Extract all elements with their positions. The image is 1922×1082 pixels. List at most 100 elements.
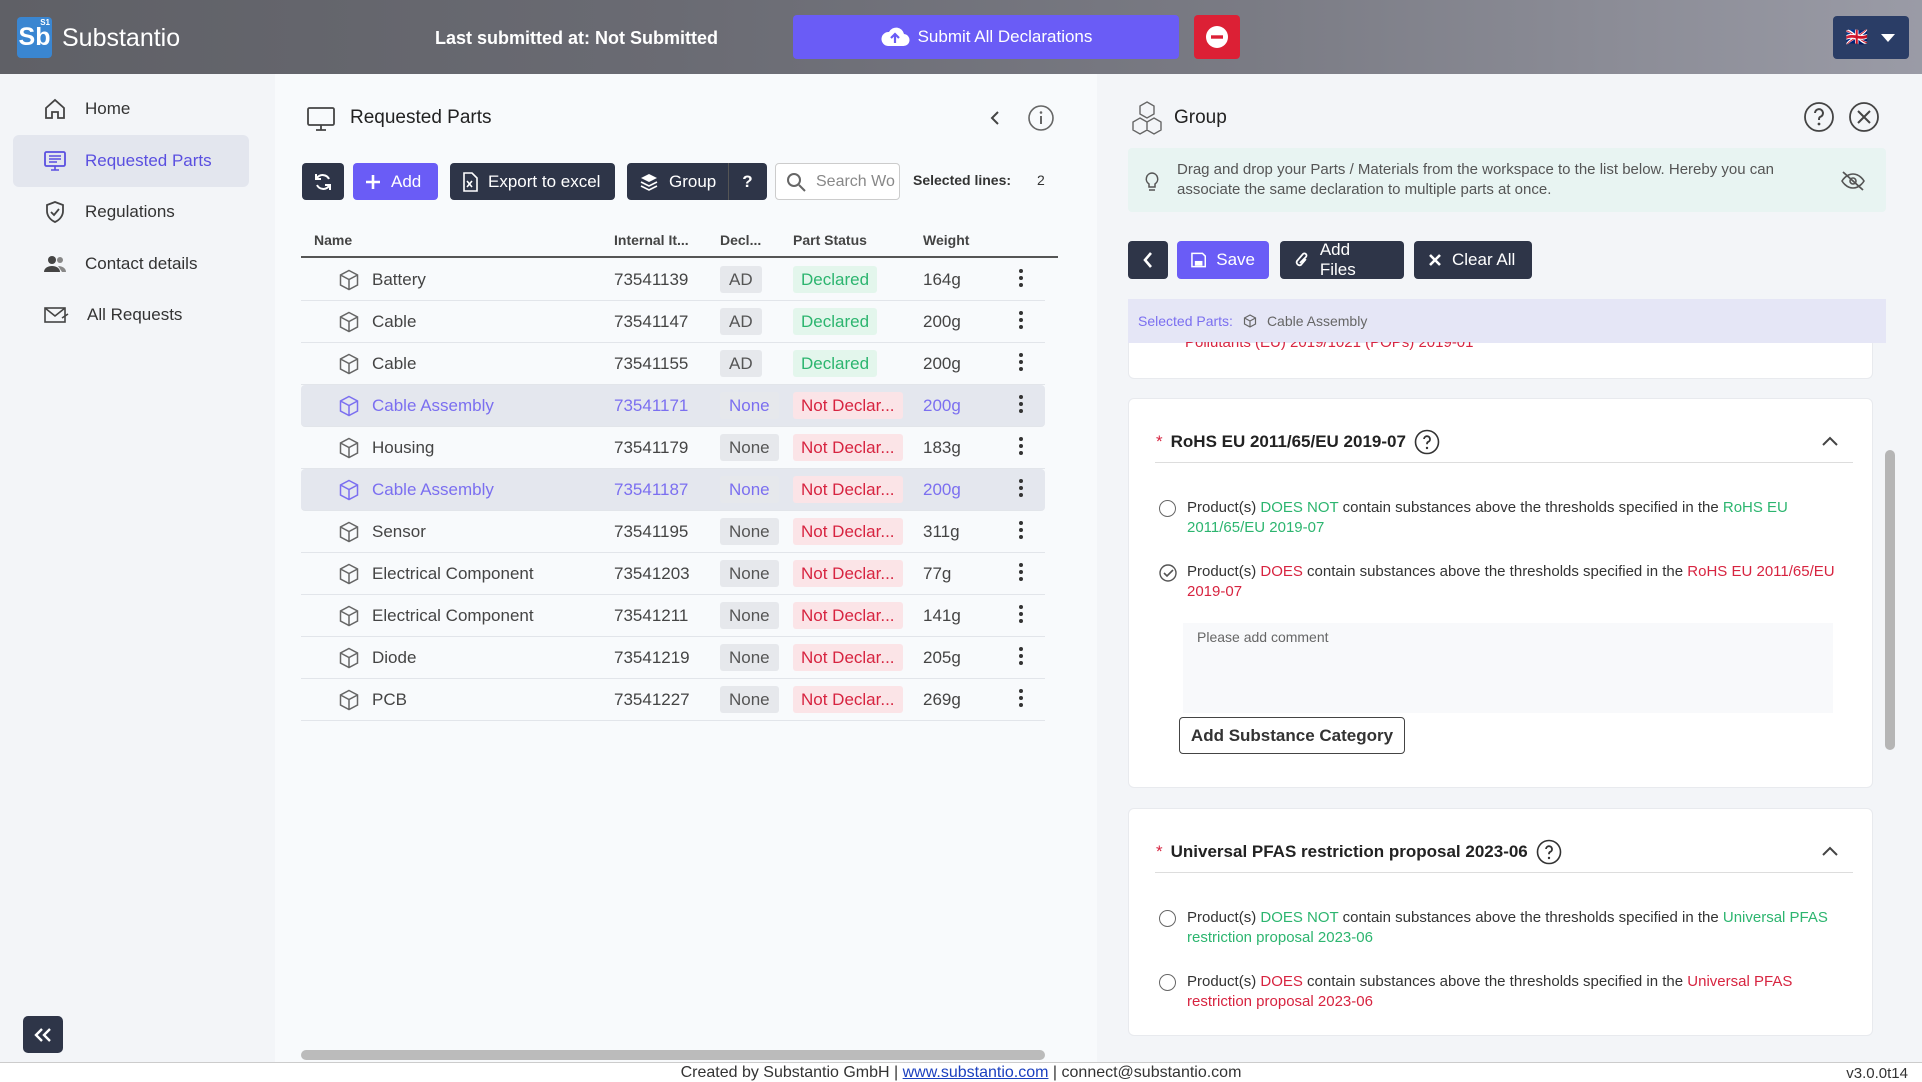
table-row[interactable]: PCB 73541227 None Not Declar... 269g [301,679,1045,721]
refresh-button[interactable] [302,163,344,200]
cube-icon [339,353,359,375]
table-header: Name Internal It... Decl... Part Status … [301,222,1058,258]
part-name[interactable]: Diode [372,648,417,667]
column-header-weight[interactable]: Weight [923,232,970,248]
option-does-not-contain[interactable]: Product(s) DOES NOT contain substances a… [1159,908,1859,948]
declaration-badge: None [720,602,779,629]
declaration-badge: None [720,560,779,587]
horizontal-scrollbar[interactable] [301,1050,1045,1060]
status-badge: Not Declar... [793,644,903,671]
option-does-contain[interactable]: Product(s) DOES contain substances above… [1159,562,1859,602]
clear-all-button[interactable]: Clear All [1414,241,1532,279]
column-header-declaration[interactable]: Decl... [720,232,762,248]
kebab-menu-icon[interactable] [1018,267,1024,289]
group-button[interactable]: Group ? [627,163,767,200]
declaration-badge: None [720,686,779,713]
column-header-internal-item[interactable]: Internal It... [614,232,689,248]
table-row[interactable]: Diode 73541219 None Not Declar... 205g [301,637,1045,679]
info-icon[interactable] [1027,104,1055,132]
substantio-logo[interactable]: Sb S1 [17,17,52,58]
group-title: Group [1174,107,1227,128]
vertical-scrollbar[interactable] [1885,450,1895,750]
table-row[interactable]: Battery 73541139 AD Declared 164g [301,259,1045,301]
save-button[interactable]: Save [1177,241,1269,279]
table-row[interactable]: Electrical Component 73541211 None Not Decl… [301,595,1045,637]
table-row[interactable]: Sensor 73541195 None Not Declar... 311g [301,511,1045,553]
table-row[interactable]: Electrical Component 73541203 None Not Decl… [301,553,1045,595]
part-name[interactable]: PCB [372,690,407,709]
sidebar-item-all-requests[interactable]: All Requests [13,289,249,341]
radio-button[interactable] [1159,910,1176,927]
sidebar-item-home[interactable]: Home [13,83,249,135]
kebab-menu-icon[interactable] [1018,477,1024,499]
help-icon[interactable] [1536,839,1562,865]
chevron-left-icon[interactable] [988,109,1002,127]
help-icon[interactable] [1803,101,1835,133]
collapse-sidebar-button[interactable] [23,1016,63,1053]
cube-icon [339,689,359,711]
option-does-contain[interactable]: Product(s) DOES contain substances above… [1159,972,1859,1012]
column-header-name[interactable]: Name [314,232,353,248]
column-header-part-status[interactable]: Part Status [793,232,867,248]
kebab-menu-icon[interactable] [1018,603,1024,625]
table-row[interactable]: Cable 73541155 AD Declared 200g [301,343,1045,385]
kebab-menu-icon[interactable] [1018,519,1024,541]
add-substance-category-button[interactable]: Add Substance Category [1179,717,1405,754]
close-icon[interactable] [1848,101,1880,133]
search-input[interactable]: Search Wo [775,163,900,200]
chevron-up-icon[interactable] [1821,435,1839,447]
cube-icon [339,395,359,417]
part-name[interactable]: Cable Assembly [372,480,494,499]
part-name[interactable]: Sensor [372,522,426,541]
option-does-not-contain[interactable]: Product(s) DOES NOT contain substances a… [1159,498,1859,538]
part-name[interactable]: Electrical Component [372,606,534,625]
part-name[interactable]: Housing [372,438,435,457]
monitor-list-icon [44,151,66,171]
radio-button[interactable] [1159,500,1176,517]
table-row[interactable]: Cable Assembly 73541171 None Not Declar... 2… [301,385,1045,427]
internal-item-number: 73541219 [614,648,690,667]
submit-all-declarations-button[interactable]: Submit All Declarations [793,15,1179,59]
kebab-menu-icon[interactable] [1018,309,1024,331]
table-row[interactable]: Cable Assembly 73541187 None Not Declar... 2… [301,469,1045,511]
declaration-badge: None [720,518,779,545]
chevron-up-icon[interactable] [1821,845,1839,857]
kebab-menu-icon[interactable] [1018,687,1024,709]
back-button[interactable] [1128,241,1168,279]
part-name[interactable]: Cable [372,312,417,331]
part-name[interactable]: Battery [372,270,426,289]
group-button-main[interactable]: Group [627,163,730,200]
part-name[interactable]: Cable [372,354,417,373]
eye-off-icon[interactable] [1840,170,1866,192]
export-to-excel-button[interactable]: Export to excel [450,163,615,200]
add-files-button[interactable]: Add Files [1280,240,1404,279]
weight-value: 200g [923,354,961,373]
status-badge: Not Declar... [793,434,903,461]
kebab-menu-icon[interactable] [1018,645,1024,667]
language-selector[interactable]: 🇬🇧 [1833,16,1909,59]
comment-textarea[interactable]: Please add comment [1183,623,1833,713]
help-icon[interactable] [1414,429,1440,455]
kebab-menu-icon[interactable] [1018,351,1024,373]
check-circle-icon[interactable] [1159,564,1177,582]
website-link[interactable]: www.substantio.com [902,1064,1049,1081]
status-badge: Not Declar... [793,686,903,713]
part-name[interactable]: Cable Assembly [372,396,494,415]
table-row[interactable]: Housing 73541179 None Not Declar... 183g [301,427,1045,469]
weight-value: 311g [923,522,960,541]
sidebar-item-requested-parts[interactable]: Requested Parts [13,135,249,187]
cancel-declaration-button[interactable] [1194,15,1240,59]
part-name[interactable]: Electrical Component [372,564,534,583]
selected-part-chip[interactable]: Cable Assembly [1266,313,1368,329]
kebab-menu-icon[interactable] [1018,393,1024,415]
internal-item-number: 73541171 [614,396,689,415]
status-badge: Declared [793,350,878,377]
table-row[interactable]: Cable 73541147 AD Declared 200g [301,301,1045,343]
sidebar-item-contact-details[interactable]: Contact details [13,238,249,290]
kebab-menu-icon[interactable] [1018,561,1024,583]
add-part-button[interactable]: Add [353,163,438,200]
radio-button[interactable] [1159,974,1176,991]
sidebar-item-regulations[interactable]: Regulations [13,186,249,238]
group-help-button[interactable]: ? [742,171,753,191]
kebab-menu-icon[interactable] [1018,435,1024,457]
